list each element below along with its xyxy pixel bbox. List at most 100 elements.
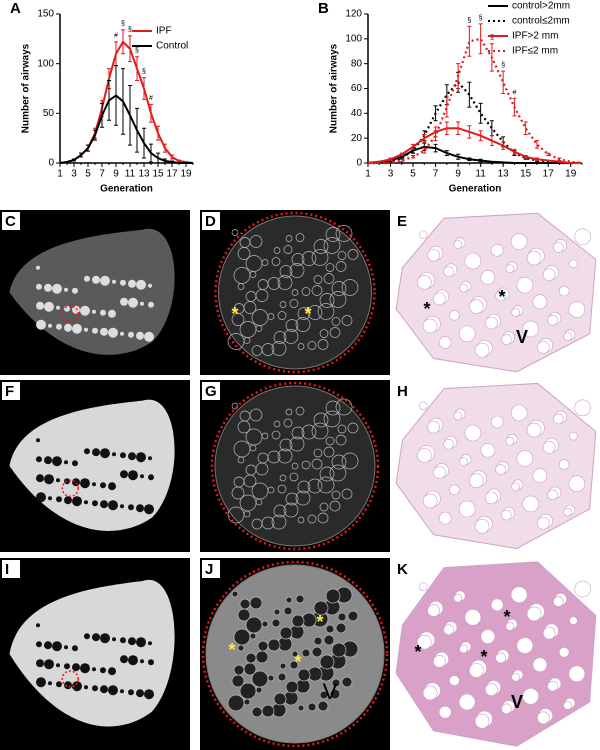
series-line xyxy=(59,94,193,164)
alveolus xyxy=(443,624,454,636)
lung-cyst xyxy=(72,478,80,487)
alveolus xyxy=(427,420,440,434)
lung-cyst xyxy=(100,327,108,336)
annotation: § xyxy=(121,21,125,28)
cyst xyxy=(285,596,293,604)
lung-cyst xyxy=(136,452,146,463)
error-bar xyxy=(444,96,449,118)
cyst xyxy=(307,702,317,712)
cyst xyxy=(329,464,347,482)
series-line xyxy=(59,40,194,164)
letter-bg xyxy=(202,212,220,230)
x-axis-label: Generation xyxy=(100,184,153,195)
lung-cyst xyxy=(144,689,154,700)
alveolus xyxy=(422,493,438,509)
cyst xyxy=(313,412,329,428)
cyst xyxy=(319,690,329,700)
alveolus xyxy=(563,507,572,517)
cyst xyxy=(307,305,323,320)
error-bar xyxy=(534,157,539,162)
lung-cyst xyxy=(36,265,40,270)
lung-cyst xyxy=(128,470,138,481)
lung-cyst xyxy=(148,641,152,646)
panel-letter: G xyxy=(205,383,217,400)
cyst xyxy=(261,704,275,718)
x-tick-label: 17 xyxy=(166,169,178,180)
alveolus xyxy=(501,509,512,521)
cyst xyxy=(301,460,311,470)
alveolus xyxy=(574,580,591,598)
lung-cyst xyxy=(120,331,124,336)
x-tick-label: 7 xyxy=(433,169,439,180)
alveolus xyxy=(511,482,520,492)
cyst xyxy=(239,237,251,248)
lung-cyst xyxy=(52,456,62,467)
lung-cyst xyxy=(36,492,46,503)
alveolus xyxy=(526,250,542,266)
alveolus xyxy=(453,593,463,603)
alveolus xyxy=(574,228,591,245)
y-tick-label: 0 xyxy=(48,158,54,169)
cyst xyxy=(233,476,245,488)
alveolus xyxy=(464,424,482,442)
lung-cyst xyxy=(140,659,144,664)
cyst xyxy=(285,680,299,694)
cyst xyxy=(323,237,341,254)
image-mark: * xyxy=(228,640,235,660)
x-tick-label: 3 xyxy=(71,169,77,180)
image-mark: * xyxy=(231,304,238,324)
annotation: § xyxy=(501,62,505,69)
letter-bg xyxy=(202,382,220,400)
lung-cyst xyxy=(92,667,96,672)
cyst xyxy=(295,406,305,416)
cyst xyxy=(325,436,335,446)
cyst xyxy=(285,235,293,242)
alveolus xyxy=(511,672,520,682)
cyst xyxy=(297,480,311,494)
lung-cyst xyxy=(80,478,90,489)
image-panel: K * * * V xyxy=(392,558,600,750)
panel-letter: J xyxy=(205,561,213,578)
x-tick-label: 11 xyxy=(475,169,486,180)
alveolus xyxy=(569,259,578,269)
cyst xyxy=(317,512,329,524)
error-bar xyxy=(433,143,438,153)
alveolus xyxy=(553,596,564,607)
annotation: § xyxy=(142,68,146,75)
alveolus xyxy=(522,688,539,705)
lung-cyst xyxy=(64,323,72,332)
cyst xyxy=(273,331,287,344)
error-bar xyxy=(170,154,174,160)
alveolus xyxy=(490,243,504,257)
cyst xyxy=(317,303,335,320)
cyst xyxy=(283,329,299,344)
image-panel: C xyxy=(0,210,190,375)
alveolus xyxy=(418,401,428,411)
alveolus xyxy=(418,230,428,240)
lung-cyst xyxy=(148,474,154,481)
lung-cyst xyxy=(120,637,126,644)
alveolus xyxy=(449,310,460,321)
alveolus xyxy=(558,647,570,658)
lung-cyst xyxy=(36,659,44,668)
alveolus xyxy=(458,325,476,343)
error-bar xyxy=(444,150,449,157)
lung-cyst xyxy=(120,470,128,479)
alveolus xyxy=(458,500,476,518)
lung-cyst xyxy=(84,685,88,690)
cyst xyxy=(245,428,263,446)
alveolus xyxy=(464,608,482,626)
roi-circle xyxy=(201,560,389,748)
cyst xyxy=(267,674,275,682)
cyst xyxy=(255,686,263,694)
alveolus xyxy=(443,266,454,277)
error-bar xyxy=(411,143,416,150)
lung-cyst xyxy=(64,645,68,650)
cyst xyxy=(277,448,293,464)
alveolus xyxy=(511,308,520,317)
cyst xyxy=(337,251,347,260)
lung-cyst xyxy=(136,279,146,290)
error-bar xyxy=(489,135,494,147)
cyst xyxy=(301,648,311,658)
lung-cyst xyxy=(136,331,144,340)
